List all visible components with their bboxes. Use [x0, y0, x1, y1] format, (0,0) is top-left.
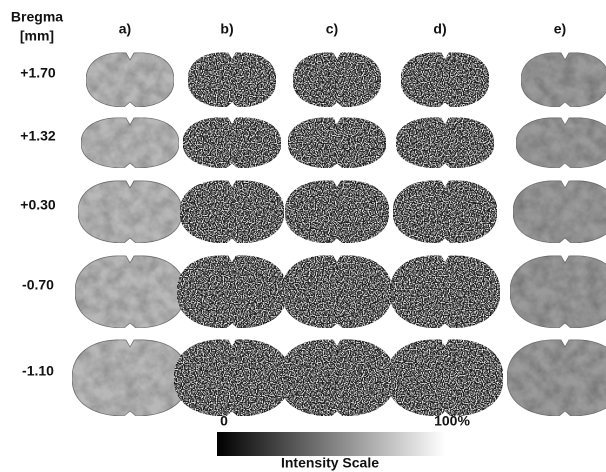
brain-section	[81, 118, 179, 168]
row-label: +0.30	[20, 197, 56, 213]
header-title: Bregma	[11, 9, 63, 25]
column-label: c)	[326, 21, 338, 37]
brain-section	[393, 181, 497, 243]
brain-section	[507, 340, 606, 416]
brain-section	[516, 118, 606, 168]
brain-section	[401, 53, 489, 107]
scale-title: Intensity Scale	[281, 455, 379, 471]
row-label: +1.70	[20, 65, 56, 81]
brain-section	[78, 181, 182, 243]
row-label: +1.32	[20, 128, 56, 144]
column-label: b)	[220, 21, 233, 37]
brain-section	[188, 53, 276, 107]
row-label: -1.10	[22, 363, 54, 379]
brain-section	[180, 181, 284, 243]
brain-section	[513, 181, 606, 243]
brain-section	[177, 256, 287, 328]
figure: Bregma [mm] 0 100% Intensity Scale a)b)c…	[0, 0, 606, 472]
brain-section	[174, 340, 290, 416]
brain-section	[396, 118, 494, 168]
brain-section	[510, 256, 606, 328]
brain-section	[279, 340, 395, 416]
brain-section	[285, 181, 389, 243]
brain-section	[75, 256, 185, 328]
column-label: e)	[554, 21, 566, 37]
brain-section	[521, 53, 606, 107]
header-unit: [mm]	[20, 28, 54, 44]
brain-section	[390, 256, 500, 328]
brain-section	[72, 340, 188, 416]
brain-section	[293, 53, 381, 107]
row-label: -0.70	[22, 277, 54, 293]
brain-section	[183, 118, 281, 168]
brain-section	[387, 340, 503, 416]
brain-section	[282, 256, 392, 328]
column-label: a)	[119, 21, 131, 37]
intensity-scale-bar	[217, 432, 445, 456]
brain-section	[288, 118, 386, 168]
column-label: d)	[433, 21, 446, 37]
brain-section	[86, 53, 174, 107]
